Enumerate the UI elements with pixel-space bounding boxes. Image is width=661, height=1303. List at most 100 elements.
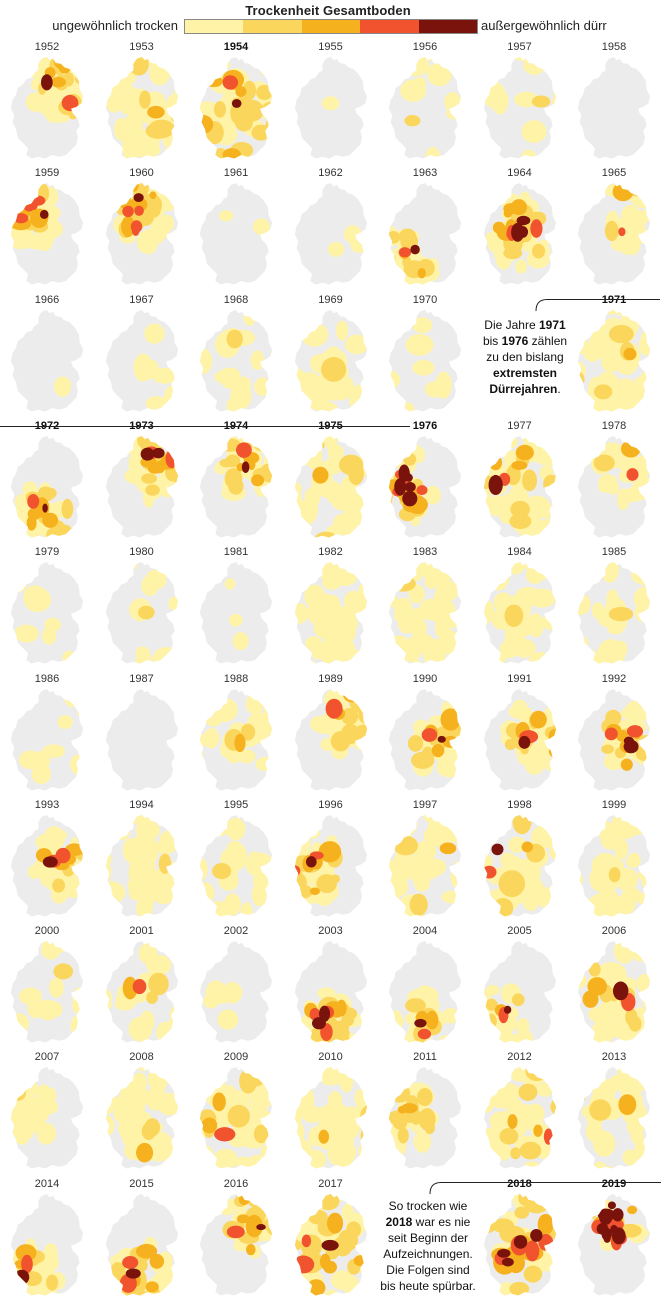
map-panel-2007: 2007 (0, 1050, 94, 1176)
map-panel-1970: 1970 (378, 293, 472, 419)
drought-area-level-1 (108, 66, 132, 82)
drought-area-level-1 (260, 724, 275, 736)
drought-area-level-1 (178, 1108, 185, 1124)
drought-area-level-1 (70, 754, 87, 774)
drought-area-level-5 (305, 856, 316, 867)
drought-area-level-1 (649, 595, 657, 612)
germany-map-1976 (382, 434, 468, 542)
drought-area-level-1 (288, 438, 300, 463)
drought-area-level-1 (557, 723, 563, 737)
drought-area-level-5 (410, 245, 419, 255)
drought-area-level-1 (261, 1144, 275, 1162)
drought-area-level-2 (601, 744, 614, 753)
drought-area-level-1 (349, 384, 372, 414)
drought-area-level-3 (503, 203, 517, 214)
drought-area-level-2 (382, 497, 392, 508)
drought-area-level-4 (236, 442, 252, 457)
drought-area-level-1 (403, 308, 422, 311)
drought-area-level-5 (598, 1208, 615, 1220)
drought-area-level-1 (163, 101, 179, 121)
drought-area-level-3 (28, 508, 41, 520)
map-panel-2014: 2014 (0, 1177, 94, 1303)
drought-area-level-2 (239, 1069, 257, 1094)
drought-area-level-1 (288, 1104, 294, 1134)
map-panel-1979: 1979 (0, 545, 94, 671)
drought-area-level-1 (99, 113, 108, 133)
year-label: 1965 (567, 166, 661, 180)
drought-area-level-1 (628, 813, 648, 819)
drought-area-level-2 (253, 435, 271, 451)
germany-map-1995 (193, 813, 279, 921)
year-label: 1990 (378, 672, 472, 686)
map-panel-1967: 1967 (95, 293, 189, 419)
year-label: 1979 (0, 545, 94, 559)
drought-area-level-2 (605, 221, 619, 241)
drought-area-level-1 (158, 215, 173, 233)
drought-area-level-1 (4, 1088, 18, 1102)
drought-area-level-1 (193, 348, 212, 374)
drought-area-level-1 (288, 1116, 294, 1135)
drought-area-level-4 (14, 213, 28, 223)
map-panel-2002: 2002 (189, 924, 283, 1050)
drought-area-level-1 (593, 1131, 616, 1157)
drought-area-level-1 (578, 1028, 596, 1047)
drought-area-level-5 (125, 1268, 140, 1278)
drought-area-level-1 (341, 1204, 353, 1221)
drought-area-level-3 (432, 743, 445, 756)
drought-area-level-2 (289, 572, 308, 592)
drought-area-level-1 (164, 145, 179, 160)
germany-map-1961 (193, 181, 279, 289)
year-label: 1969 (284, 293, 378, 307)
germany-map-1954 (193, 55, 279, 163)
map-panel-1999: 1999 (567, 798, 661, 924)
drought-area-level-2 (589, 962, 601, 977)
drought-area-level-1 (516, 1018, 529, 1035)
drought-area-level-1 (312, 1045, 324, 1047)
drought-area-level-1 (151, 368, 177, 384)
drought-area-level-3 (613, 183, 634, 202)
drought-area-level-1 (351, 486, 370, 508)
drought-area-level-1 (126, 1173, 143, 1174)
drought-area-level-2 (519, 1142, 541, 1160)
drought-area-level-1 (146, 813, 173, 820)
drought-area-level-1 (62, 651, 76, 666)
drought-area-level-1 (442, 1008, 459, 1023)
drought-area-level-1 (419, 919, 432, 921)
map-panel-1989: 1989 (284, 672, 378, 798)
drought-area-level-1 (135, 813, 153, 817)
drought-area-level-1 (138, 943, 157, 964)
drought-area-level-2 (212, 863, 231, 879)
year-label: 1963 (378, 166, 472, 180)
map-panel-1956: 1956 (378, 40, 472, 166)
year-label: 1996 (284, 798, 378, 812)
map-panel-1991: 1991 (473, 672, 567, 798)
drought-area-level-1 (360, 596, 374, 611)
drought-area-level-1 (422, 638, 441, 659)
map-panel-1962: 1962 (284, 166, 378, 292)
country-outline (578, 57, 650, 158)
drought-area-level-3 (202, 1118, 218, 1134)
drought-area-level-1 (4, 182, 18, 204)
drought-area-level-1 (304, 448, 320, 468)
year-label: 1964 (473, 166, 567, 180)
drought-area-level-1 (630, 939, 651, 953)
drought-areas (571, 560, 657, 668)
drought-area-level-3 (548, 728, 560, 743)
drought-area-level-1 (322, 575, 341, 590)
drought-area-level-1 (501, 1042, 517, 1047)
drought-area-level-2 (523, 1265, 542, 1282)
germany-map-1987 (99, 687, 185, 795)
drought-area-level-1 (267, 1213, 279, 1227)
drought-area-level-1 (338, 434, 361, 443)
drought-area-level-1 (523, 1162, 540, 1174)
germany-map-1963 (382, 181, 468, 289)
drought-area-level-2 (62, 499, 74, 519)
year-label: 2002 (189, 924, 283, 938)
year-label: 2007 (0, 1050, 94, 1064)
drought-area-level-5 (516, 216, 530, 225)
drought-area-level-1 (587, 1192, 601, 1211)
drought-area-level-1 (382, 584, 385, 601)
germany-map-1986 (4, 687, 90, 795)
year-label: 1981 (189, 545, 283, 559)
drought-area-level-1 (486, 560, 504, 573)
